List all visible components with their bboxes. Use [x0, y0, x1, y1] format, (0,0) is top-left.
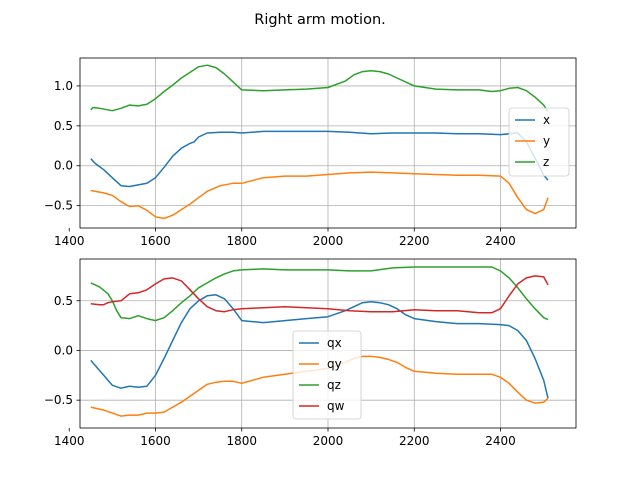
subplot-bottom: 1400 1600 1800 2000 2200 2400 −0.5 0.0 0.5 qx qy qz…	[44, 258, 577, 448]
legend-label-z: z	[543, 155, 549, 169]
series-line-z	[90, 64, 549, 112]
y-tick-label: 1.0	[54, 79, 73, 93]
legend-label-qy: qy	[327, 357, 342, 371]
x-tick-label: 1800	[226, 234, 257, 248]
y-tick-label: −0.5	[44, 393, 73, 407]
y-tick-label: 0.5	[54, 119, 73, 133]
x-tick-label: 1800	[226, 434, 257, 448]
figure-title: Right arm motion.	[254, 12, 386, 28]
x-tick-label: 1400	[54, 434, 85, 448]
series-line-qz	[90, 266, 549, 322]
x-tick-label: 1600	[140, 234, 171, 248]
x-tick-label: 2000	[313, 434, 344, 448]
legend-label-qx: qx	[327, 336, 342, 350]
y-tick-label: 0.0	[54, 343, 73, 357]
legend-box	[292, 330, 362, 420]
legend-label-qw: qw	[327, 399, 345, 413]
x-tick-label: 2200	[399, 234, 430, 248]
x-tick-label: 2400	[485, 234, 516, 248]
y-tick-label: 0.0	[54, 159, 73, 173]
series-line-y	[90, 171, 549, 220]
x-tick-label: 2200	[399, 434, 430, 448]
series-line-x	[90, 130, 549, 188]
x-tick-label: 1600	[140, 434, 171, 448]
y-tick-label: 0.5	[54, 294, 73, 308]
legend-label-qz: qz	[327, 378, 341, 392]
legend-box	[508, 107, 570, 177]
series-line-qx	[90, 294, 549, 399]
x-tick-label: 2000	[313, 234, 344, 248]
y-tick-label: −0.5	[44, 199, 73, 213]
x-tick-label: 2400	[485, 434, 516, 448]
legend-label-x: x	[543, 113, 550, 127]
legend-label-y: y	[543, 134, 550, 148]
series-line-qw	[90, 275, 549, 314]
subplot-top: 1400 1600 1800 2000 2200 2400 −0.5 0.0 0.5 1.0 xyz	[44, 57, 577, 248]
x-tick-label: 1400	[54, 234, 85, 248]
